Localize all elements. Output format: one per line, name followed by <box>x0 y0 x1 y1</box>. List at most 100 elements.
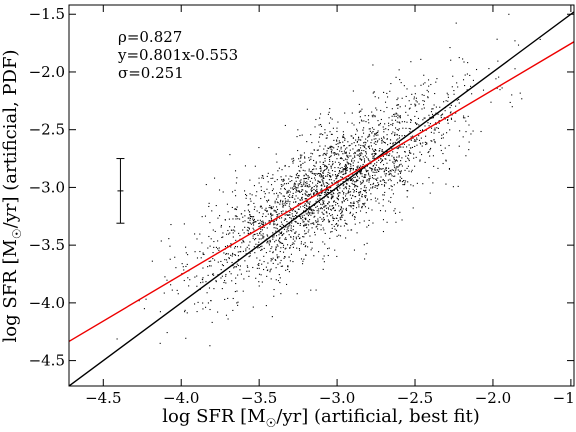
scatter-point <box>437 113 439 115</box>
scatter-point <box>430 140 432 142</box>
scatter-point <box>276 228 278 230</box>
scatter-point <box>393 210 395 212</box>
scatter-point <box>346 121 349 123</box>
scatter-point <box>361 136 363 138</box>
scatter-point <box>330 197 333 199</box>
scatter-point <box>442 162 444 165</box>
scatter-point <box>337 199 339 201</box>
scatter-point <box>421 145 423 147</box>
scatter-point <box>424 141 426 143</box>
scatter-point <box>355 191 358 193</box>
scatter-point <box>365 174 367 176</box>
scatter-point <box>435 81 437 83</box>
scatter-point <box>233 226 236 228</box>
scatter-point <box>319 161 321 163</box>
scatter-point <box>327 207 329 209</box>
scatter-point <box>329 237 331 239</box>
scatter-point <box>285 200 287 202</box>
scatter-point <box>240 251 242 253</box>
scatter-point <box>416 110 418 113</box>
scatter-point <box>345 198 347 201</box>
scatter-point <box>272 174 274 176</box>
scatter-point <box>394 141 396 143</box>
scatter-point <box>225 273 227 276</box>
scatter-point <box>246 195 248 197</box>
scatter-point <box>350 167 352 169</box>
scatter-point <box>364 151 367 153</box>
scatter-point <box>508 13 510 15</box>
scatter-point <box>388 188 390 190</box>
scatter-point <box>296 136 298 138</box>
scatter-point <box>298 158 300 160</box>
scatter-point <box>368 159 370 161</box>
scatter-point <box>349 149 351 151</box>
scatter-point <box>175 267 177 269</box>
scatter-point <box>237 255 239 257</box>
scatter-point <box>313 194 315 196</box>
scatter-point <box>266 210 268 212</box>
scatter-point <box>234 247 236 249</box>
scatter-point <box>396 129 398 131</box>
scatter-point <box>334 174 337 176</box>
scatter-point <box>332 219 334 222</box>
scatter-point <box>169 245 171 247</box>
scatter-point <box>342 196 344 199</box>
scatter-point <box>347 157 349 159</box>
scatter-point <box>351 167 353 170</box>
scatter-point <box>328 147 330 150</box>
scatter-point <box>382 199 384 201</box>
scatter-point <box>312 209 314 211</box>
scatter-point <box>342 198 345 200</box>
scatter-point <box>323 203 325 205</box>
scatter-point <box>314 126 316 128</box>
scatter-point <box>336 180 338 183</box>
scatter-point <box>326 186 328 188</box>
scatter-point <box>272 220 274 222</box>
scatter-point <box>387 179 389 181</box>
scatter-point <box>345 163 347 166</box>
scatter-point <box>317 223 319 225</box>
scatter-point <box>335 153 337 155</box>
scatter-point <box>392 193 394 195</box>
scatter-point <box>366 179 368 181</box>
scatter-point <box>354 223 356 225</box>
scatter-point <box>235 208 238 211</box>
scatter-point <box>285 237 287 239</box>
scatter-point <box>419 159 421 161</box>
scatter-point <box>196 238 198 240</box>
scatter-point <box>443 101 445 103</box>
scatter-point <box>414 165 416 167</box>
scatter-point <box>285 218 287 220</box>
scatter-point <box>285 175 287 177</box>
scatter-point <box>355 169 358 171</box>
scatter-point <box>330 176 332 178</box>
scatter-point <box>283 195 286 197</box>
scatter-point <box>240 213 243 215</box>
scatter-point <box>451 86 453 88</box>
y-tick-label: −2.0 <box>29 63 65 81</box>
scatter-point <box>236 263 238 265</box>
scatter-point <box>376 179 378 181</box>
scatter-point <box>293 159 295 161</box>
scatter-point <box>305 213 307 215</box>
scatter-point <box>364 167 366 169</box>
scatter-point <box>353 153 355 155</box>
scatter-point <box>291 180 293 182</box>
scatter-point <box>298 237 301 240</box>
scatter-point <box>378 166 380 169</box>
scatter-point <box>325 205 327 207</box>
scatter-point <box>413 98 415 100</box>
scatter-point <box>222 191 224 193</box>
scatter-point <box>456 82 458 84</box>
scatter-point <box>455 22 457 24</box>
scatter-point <box>215 280 217 282</box>
scatter-point <box>300 243 302 245</box>
scatter-point <box>382 141 384 143</box>
scatter-point <box>329 131 331 133</box>
scatter-point <box>269 222 271 224</box>
scatter-point <box>231 229 233 231</box>
scatter-point <box>352 213 354 215</box>
scatter-point <box>317 198 319 200</box>
scatter-point <box>259 232 261 234</box>
scatter-point <box>362 156 364 158</box>
